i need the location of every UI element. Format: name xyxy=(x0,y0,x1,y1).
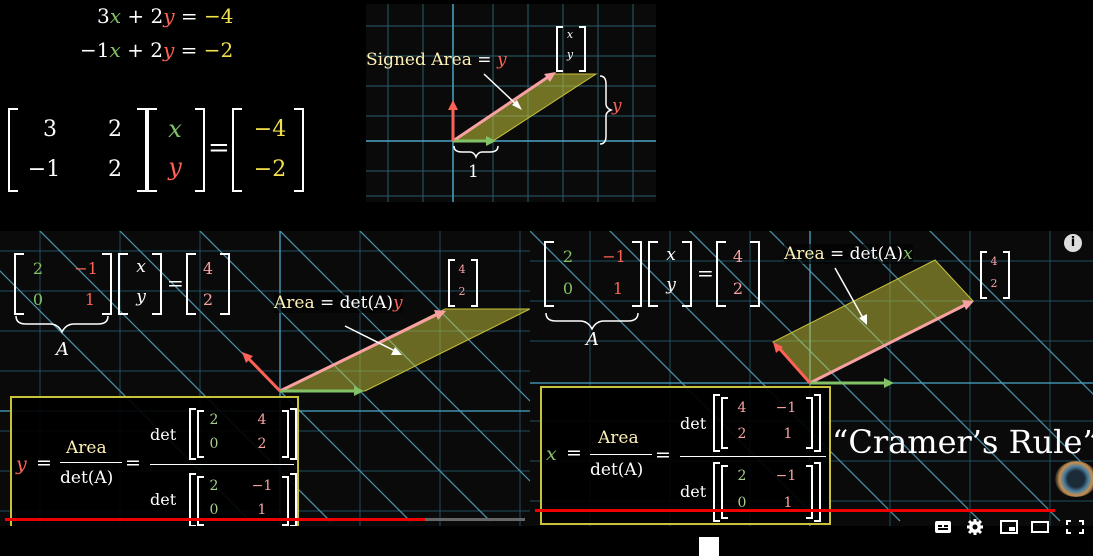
signed-area-parallelogram xyxy=(451,73,598,142)
signed-area-graph xyxy=(366,4,656,202)
bottom-left-panel: 2 −1 0 1 x y = 4 2 A 4 2 Area = det(A)y … xyxy=(0,231,530,526)
miniplayer-icon[interactable] xyxy=(1000,520,1018,534)
subtitles-icon[interactable] xyxy=(934,520,952,534)
fullscreen-icon[interactable] xyxy=(1066,520,1084,534)
br-formula-box: x = Area det(A) = det 4 −1 2 1 det 2 −1 … xyxy=(540,386,831,525)
cursor-square xyxy=(699,537,719,556)
cramers-rule-title: “Cramer’s Rule” xyxy=(832,423,1093,461)
bottom-right-panel: 2 −1 0 1 x y = 4 2 A 4 2 Area = det(A)x … xyxy=(530,231,1093,526)
bl-progress-bar[interactable] xyxy=(5,518,425,521)
theater-icon[interactable] xyxy=(1031,520,1049,534)
channel-watermark xyxy=(1055,461,1093,497)
info-icon[interactable]: i xyxy=(1064,234,1082,252)
bl-area-label: Area = det(A)y xyxy=(274,293,403,313)
br-equals: = xyxy=(697,261,714,285)
base-length-one: 1 xyxy=(468,162,479,182)
settings-icon[interactable] xyxy=(966,519,984,535)
br-A-label: A xyxy=(586,329,599,350)
equation-2: −1x + 2y = −2 xyxy=(80,38,234,62)
bl-formula-box: y = Area det(A) = det 2 4 0 2 det 2 −1 0… xyxy=(10,396,299,526)
equation-1: 3x + 2y = −4 xyxy=(97,4,234,28)
area-parallelogram-x xyxy=(772,259,974,384)
bl-equals: = xyxy=(167,271,184,295)
signed-area-panel: Signed Area = y x y y 1 xyxy=(366,4,656,202)
br-area-label: Area = det(A)x xyxy=(784,244,913,264)
signed-area-label: Signed Area = y xyxy=(366,50,507,70)
bl-A-label: A xyxy=(56,339,69,360)
matrix-equals: = xyxy=(208,133,230,163)
area-parallelogram xyxy=(279,308,530,392)
br-progress-bar[interactable] xyxy=(535,509,1055,512)
side-length-y: y xyxy=(612,96,622,116)
